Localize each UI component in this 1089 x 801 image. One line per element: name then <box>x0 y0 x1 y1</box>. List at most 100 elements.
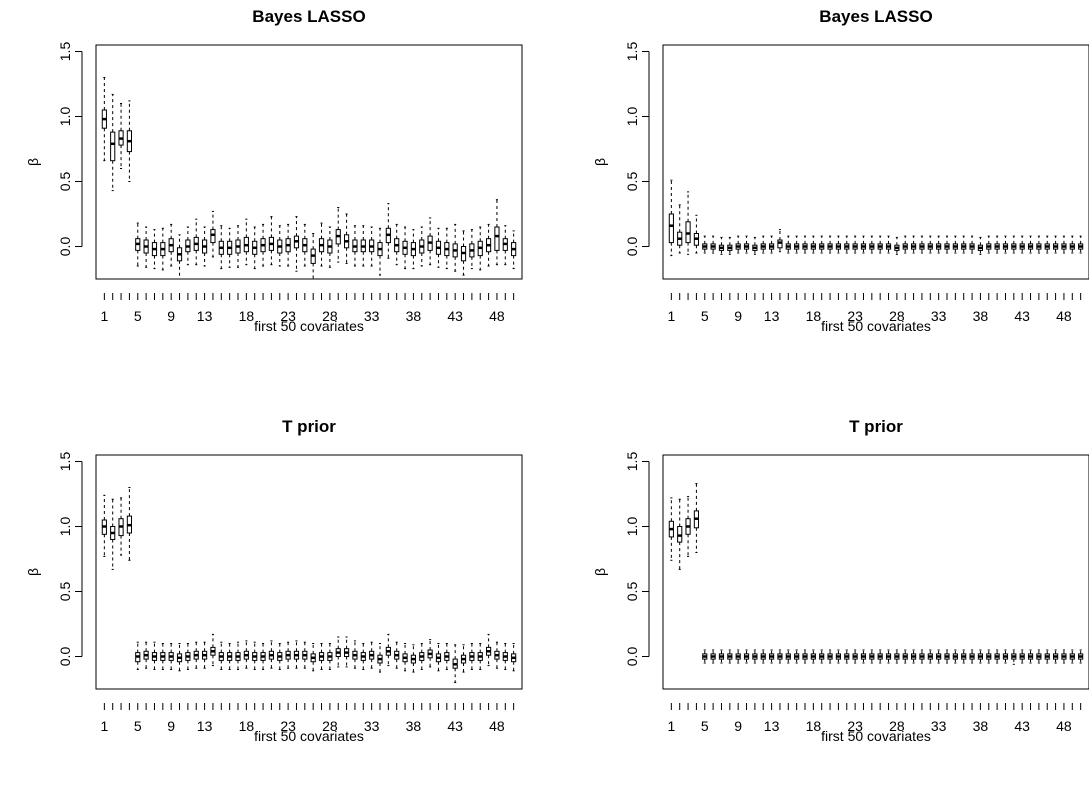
box-32 <box>360 643 366 670</box>
box-37 <box>402 643 408 672</box>
box-iqr <box>110 131 116 162</box>
x-tick-label: 28 <box>889 308 905 324</box>
chart-title: T prior <box>282 417 336 436</box>
box-35 <box>385 203 391 259</box>
x-tick-label: 23 <box>847 308 863 324</box>
box-25 <box>869 235 875 254</box>
box-43 <box>452 644 458 683</box>
box-17 <box>235 641 241 670</box>
box-26 <box>877 649 883 664</box>
box-6 <box>710 235 716 254</box>
x-axis-label: first 50 covariates <box>254 318 364 334</box>
x-tick-label: 9 <box>167 308 175 324</box>
box-40 <box>427 217 433 266</box>
box-20 <box>827 235 833 254</box>
box-32 <box>927 649 933 664</box>
y-tick-label: 0.0 <box>624 647 640 667</box>
box-20 <box>260 643 266 670</box>
box-19 <box>819 235 825 254</box>
box-29 <box>335 636 341 668</box>
box-37 <box>969 235 975 254</box>
x-tick-label: 48 <box>489 718 505 734</box>
x-tick-label: 38 <box>973 718 989 734</box>
x-axis-label: first 50 covariates <box>821 728 931 744</box>
box-2 <box>110 498 116 570</box>
box-6 <box>143 226 149 268</box>
x-tick-label: 5 <box>701 308 709 324</box>
y-axis-label: β <box>25 568 41 576</box>
box-32 <box>927 235 933 254</box>
box-45 <box>469 643 475 670</box>
box-41 <box>435 227 442 268</box>
x-tick-label: 38 <box>973 308 989 324</box>
box-39 <box>986 649 992 664</box>
box-21 <box>268 216 274 266</box>
box-15 <box>218 225 224 270</box>
box-5 <box>135 641 141 670</box>
box-29 <box>902 235 908 254</box>
box-7 <box>151 229 158 270</box>
boxplots <box>668 483 1084 665</box>
box-14 <box>777 649 783 664</box>
box-44 <box>1027 235 1034 254</box>
box-44 <box>460 644 467 673</box>
box-10 <box>743 649 750 664</box>
y-tick-label: 0.5 <box>57 172 73 192</box>
box-11 <box>185 226 191 266</box>
box-6 <box>710 649 716 664</box>
box-17 <box>802 649 808 664</box>
box-28 <box>327 226 333 268</box>
box-20 <box>827 649 833 664</box>
box-21 <box>268 640 274 669</box>
box-25 <box>302 641 308 669</box>
box-45 <box>1036 649 1042 664</box>
box-50 <box>511 230 517 270</box>
box-36 <box>961 649 967 664</box>
box-16 <box>227 227 233 268</box>
x-tick-label: 1 <box>100 718 108 734</box>
box-23 <box>852 649 858 664</box>
x-axis-label: first 50 covariates <box>254 728 364 744</box>
box-19 <box>252 641 258 670</box>
box-21 <box>835 649 842 664</box>
box-23 <box>285 223 291 267</box>
box-24 <box>860 649 867 664</box>
x-tick-label: 28 <box>322 718 338 734</box>
box-iqr <box>668 213 674 244</box>
box-1 <box>101 494 107 557</box>
box-34 <box>944 235 950 254</box>
box-1 <box>101 77 107 162</box>
boxplots <box>101 487 517 683</box>
box-1 <box>668 179 674 257</box>
box-30 <box>344 636 350 668</box>
box-47 <box>486 633 492 667</box>
box-35 <box>385 633 391 667</box>
box-44 <box>1027 649 1034 664</box>
box-30 <box>911 649 917 664</box>
box-41 <box>1002 649 1009 664</box>
box-26 <box>310 643 316 672</box>
box-11 <box>752 649 758 664</box>
box-2 <box>110 93 116 192</box>
box-16 <box>227 643 233 670</box>
box-38 <box>977 649 984 664</box>
box-46 <box>1044 235 1050 254</box>
box-11 <box>185 643 191 670</box>
box-34 <box>377 643 383 673</box>
y-tick-label: 0.0 <box>624 237 640 257</box>
box-27 <box>318 643 325 670</box>
y-tick-label: 0.0 <box>57 647 73 667</box>
box-49 <box>1069 649 1075 664</box>
box-9 <box>735 649 741 664</box>
boxplots <box>101 77 517 279</box>
box-12 <box>760 235 766 254</box>
box-42 <box>1011 649 1017 665</box>
box-40 <box>994 649 1000 664</box>
box-28 <box>894 236 900 255</box>
x-tick-label: 48 <box>1056 718 1072 734</box>
box-43 <box>452 223 458 272</box>
box-48 <box>1061 649 1067 664</box>
y-tick-label: 1.0 <box>624 517 640 537</box>
chart-title: Bayes LASSO <box>252 7 365 26</box>
box-32 <box>360 225 366 267</box>
